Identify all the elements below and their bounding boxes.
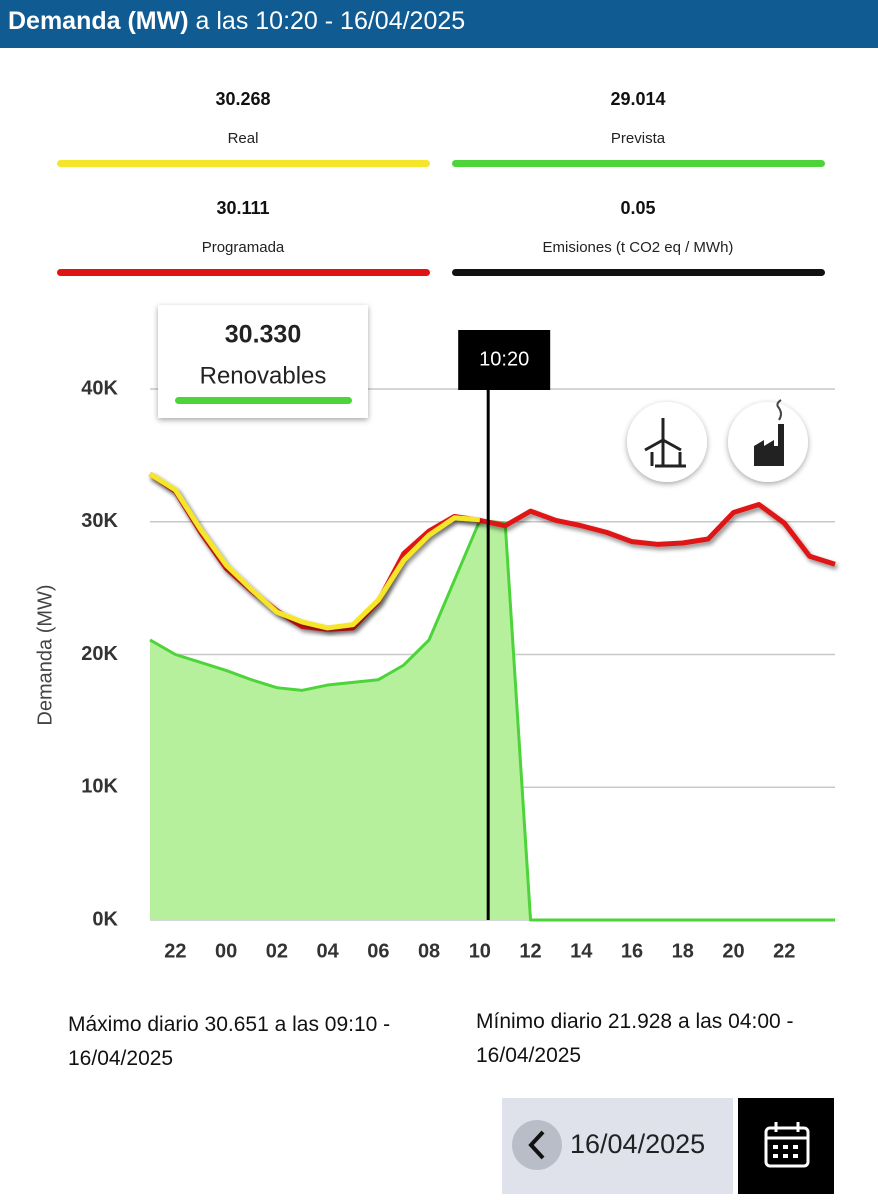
x-tick-label: 22 — [773, 940, 795, 962]
series-line — [148, 471, 481, 631]
date-text: 16/04/2025 — [570, 1129, 705, 1159]
card-value: 30.111 — [216, 198, 269, 218]
card-label: Emisiones (t CO2 eq / MWh) — [543, 239, 734, 256]
card-label: Programada — [202, 239, 285, 256]
x-tick-label: 12 — [519, 940, 541, 962]
summary-cards: 30.268 Real 29.014 Prevista 30.111 Programada… — [57, 89, 825, 276]
x-tick-label: 20 — [722, 940, 744, 962]
x-tick-label: 18 — [672, 940, 694, 962]
daily-min: Mínimo diario 21.928 a las 04:00 - 16/04… — [476, 1010, 794, 1067]
chart: 0K 10K 20K 30K 40K 22 00 02 04 06 08 10 12 14 16 18 20 22… — [34, 305, 836, 962]
cursor-label: 10:20 — [479, 348, 529, 370]
x-tick-label: 14 — [570, 940, 593, 962]
chevron-icon — [528, 1130, 545, 1160]
card-label: Real — [228, 130, 259, 147]
y-tick-label: 10K — [81, 776, 118, 798]
header-title-bold: Demanda (MW) — [8, 7, 189, 35]
card-value: 30.268 — [215, 89, 270, 109]
card-value: 29.014 — [610, 89, 665, 109]
x-tick-label: 10 — [469, 940, 491, 962]
x-tick-label: 22 — [164, 940, 186, 962]
prev-day-button[interactable] — [512, 1120, 562, 1170]
card-color-bar — [452, 269, 825, 276]
card-label: Prevista — [611, 130, 666, 147]
series-area — [150, 520, 835, 920]
y-tick-label: 20K — [81, 643, 118, 665]
card-color-bar — [452, 160, 825, 167]
tooltip-label: Renovables — [200, 362, 327, 389]
card-color-bar — [57, 160, 430, 167]
y-tick-label: 30K — [81, 510, 118, 532]
x-tick-label: 16 — [621, 940, 643, 962]
x-tick-label: 04 — [316, 940, 339, 962]
cursor-label-box — [458, 330, 551, 390]
tooltip-value: 30.330 — [225, 321, 301, 349]
x-tick-label: 06 — [367, 940, 389, 962]
x-tick-label: 08 — [418, 940, 440, 962]
y-tick-label: 40K — [81, 377, 118, 399]
card-color-bar — [57, 269, 430, 276]
y-tick-label: 0K — [92, 908, 118, 930]
header-title-rest: a las 10:20 - 16/04/2025 — [196, 7, 466, 35]
header-bar — [0, 0, 878, 48]
x-tick-label: 00 — [215, 940, 237, 962]
card-value: 0.05 — [620, 198, 655, 218]
wind-filter-button[interactable] — [627, 402, 707, 482]
x-tick-label: 02 — [266, 940, 288, 962]
daily-max: Máximo diario 30.651 a las 09:10 - 16/04… — [68, 1013, 391, 1070]
tooltip-color-bar — [175, 397, 352, 404]
y-axis-label: Demanda (MW) — [34, 584, 56, 725]
calendar-icon — [764, 1122, 810, 1168]
header-title: Demanda (MW) a las 10:20 - 16/04/2025 — [8, 7, 465, 35]
factory-filter-button[interactable] — [728, 399, 808, 482]
